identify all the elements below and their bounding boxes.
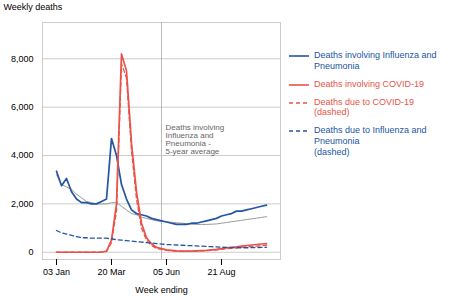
html-text:Deaths involving COVID-19: Deaths involving COVID-19 [314, 78, 425, 89]
svg-text:Deaths involvingInfluenza andP: Deaths involvingInfluenza andPneumonia -… [166, 123, 225, 156]
svg-text:21 Aug: 21 Aug [207, 267, 235, 277]
html-text:Deaths involving Influenza and: Deaths involving Influenza and Pneumonia [314, 50, 437, 71]
svg-text:20 Mar: 20 Mar [97, 267, 125, 277]
svg-text:6,000: 6,000 [11, 102, 34, 112]
svg-text:05 Jun: 05 Jun [153, 267, 180, 277]
svg-text:4,000: 4,000 [11, 150, 34, 160]
html-text:Deaths due to COVID-19 (dashed: Deaths due to COVID-19 (dashed) [314, 96, 415, 118]
svg-text:Weekly deaths: Weekly deaths [4, 2, 63, 12]
svg-text:0: 0 [28, 247, 33, 257]
svg-text:Week ending: Week ending [135, 285, 187, 295]
svg-text:8,000: 8,000 [11, 54, 34, 64]
html-text:Deaths due to Influenza and Pn: Deaths due to Influenza and Pneumonia (d… [314, 125, 427, 157]
svg-text:03 Jan: 03 Jan [43, 267, 70, 277]
svg-text:2,000: 2,000 [11, 199, 34, 209]
